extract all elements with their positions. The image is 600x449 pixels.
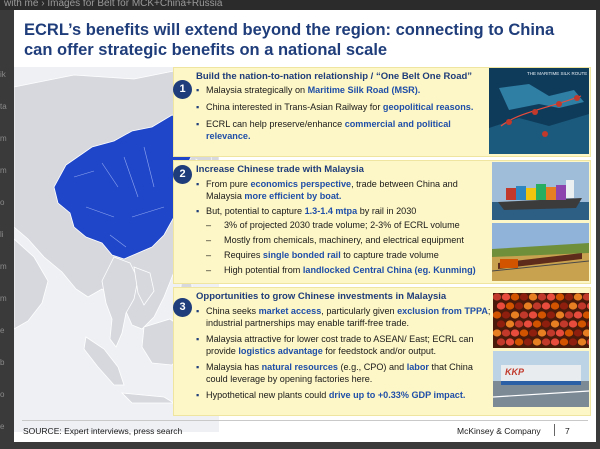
bullet-item: ▪ China interested in Trans-Asian Railway…	[196, 102, 496, 114]
bullet-marker: ▪	[196, 102, 200, 112]
section-number-badge: 2	[173, 165, 192, 184]
cargo-ship-photo	[492, 162, 589, 220]
bullet-text: Malaysia has	[206, 362, 262, 372]
browser-tab-strip: with me › Images for Belt for MCK+China+…	[0, 0, 600, 10]
msr-photo-caption: THE MARITIME SILK ROUTE	[527, 71, 588, 76]
left-edge-fragment: o	[0, 390, 5, 399]
bullet-marker: ▪	[196, 206, 200, 216]
bullet-marker: ▪	[196, 85, 200, 95]
bullet-text: 3% of projected 2030 trade volume; 2-3% …	[224, 220, 460, 230]
page-number: 7	[565, 426, 570, 436]
left-edge-fragment: m	[0, 262, 7, 271]
sub-bullet-item: – 3% of projected 2030 trade volume; 2-3%…	[196, 220, 496, 232]
left-edge-fragment: m	[0, 134, 7, 143]
highlighted-text: landlocked Central China (eg. Kunming)	[302, 265, 476, 275]
source-note: SOURCE: Expert interviews, press search	[23, 426, 183, 436]
section-heading: Build the nation-to-nation relationship …	[196, 71, 473, 82]
highlighted-text: natural resources	[261, 362, 338, 372]
bullet-text: ECRL can help preserve/enhance	[206, 119, 345, 129]
slide: ECRL’s benefits will extend beyond the r…	[14, 10, 596, 442]
left-edge-fragment: e	[0, 326, 5, 335]
bullet-item: ▪ Malaysia has natural resources (e.g., C…	[196, 362, 496, 385]
bullet-text: ; industrial partnerships may enable tar…	[206, 306, 491, 328]
bullet-text: From pure	[206, 179, 251, 189]
bullet-marker: –	[206, 250, 212, 260]
left-edge-fragment: o	[0, 198, 5, 207]
bullet-item: ▪ But, potential to capture 1.3-1.4 mtpa …	[196, 206, 496, 218]
bullet-text: for feedstock and/or output.	[322, 345, 437, 356]
bullet-text: China interested in Trans-Asian Railway …	[206, 102, 383, 112]
bullet-marker: –	[206, 235, 212, 245]
highlighted-text: more efficient by boat.	[244, 190, 342, 201]
left-edge-fragment: ta	[0, 102, 7, 111]
factory-logo: KKP	[505, 367, 525, 377]
bullet-text: High potential from	[224, 265, 303, 275]
bullet-item: ▪ Malaysia strategically on Maritime Silk…	[196, 85, 496, 97]
highlighted-text: Maritime Silk Road (MSR).	[307, 85, 421, 95]
bullet-item: ▪ ECRL can help preserve/enhance commerci…	[196, 119, 496, 142]
highlighted-text: geopolitical reasons.	[382, 102, 474, 112]
bullet-text: Malaysia attractive for lower cost trade…	[206, 334, 474, 356]
footer-separator	[554, 424, 555, 436]
left-edge-fragment: b	[0, 358, 5, 367]
freight-train-photo	[492, 223, 589, 281]
bullet-marker: –	[206, 265, 212, 275]
bullet-marker: ▪	[196, 334, 200, 344]
factory-photo: KKP	[493, 351, 589, 407]
bullet-text: Requires	[224, 250, 263, 260]
sub-bullet-item: – Requires single bonded rail to capture …	[196, 250, 496, 262]
left-edge-fragment: e	[0, 422, 5, 431]
bullet-marker: ▪	[196, 179, 200, 189]
bullet-text: , trade between China and Malaysia	[206, 179, 458, 201]
highlighted-text: drive up to +0.33% GDP impact.	[328, 390, 466, 400]
left-edge-fragment: li	[0, 230, 4, 239]
bullet-item: ▪ Malaysia attractive for lower cost trad…	[196, 334, 496, 357]
bullet-text: (e.g., CPO) and	[337, 362, 407, 372]
bullet-item: ▪ Hypothetical new plants could drive up …	[196, 390, 496, 402]
highlighted-text: logistics advantage	[238, 345, 323, 356]
footer-divider	[22, 420, 588, 421]
sub-bullet-item: – Mostly from chemicals, machinery, and e…	[196, 235, 496, 247]
bullet-text: Hypothetical new plants could	[206, 390, 329, 400]
highlighted-text: single bonded rail	[262, 250, 341, 260]
palm-fruit-photo	[493, 293, 589, 348]
bullet-text: that China could leverage by opening fac…	[206, 362, 473, 384]
left-edge-fragment: m	[0, 294, 7, 303]
bullet-text: Malaysia strategically on	[206, 85, 308, 95]
maritime-silk-route-photo: THE MARITIME SILK ROUTE	[489, 68, 589, 154]
left-edge-fragment: ik	[0, 70, 6, 79]
bullet-text: to capture trade volume	[340, 250, 439, 260]
slide-title: ECRL’s benefits will extend beyond the r…	[24, 21, 555, 59]
bullet-text: But, potential to capture	[206, 206, 305, 216]
bullet-marker: –	[206, 220, 212, 230]
highlighted-text: exclusion from TPPA	[397, 306, 488, 316]
highlighted-text: 1.3-1.4 mtpa	[304, 206, 358, 216]
bullet-text: China seeks	[206, 306, 259, 316]
browser-tab-text: with me › Images for Belt for MCK+China+…	[4, 0, 223, 9]
bullet-marker: ▪	[196, 362, 200, 372]
highlighted-text: market access	[258, 306, 322, 316]
bullet-item: ▪ From pure economics perspective, trade …	[196, 179, 496, 202]
highlighted-text: labor	[406, 362, 429, 372]
section-heading: Opportunities to grow Chinese investment…	[196, 291, 447, 302]
section-heading: Increase Chinese trade with Malaysia	[196, 164, 364, 175]
bullet-text: by rail in 2030	[357, 206, 417, 216]
bullet-item: ▪ China seeks market access, particularly…	[196, 306, 496, 329]
section-number-badge: 1	[173, 80, 192, 99]
bullet-marker: ▪	[196, 119, 200, 129]
bullet-marker: ▪	[196, 390, 200, 400]
bullet-marker: ▪	[196, 306, 200, 316]
asia-map	[14, 67, 219, 432]
highlighted-text: commercial and political relevance.	[206, 119, 451, 141]
highlighted-text: economics perspective	[250, 179, 352, 189]
bullet-text: , particularly given	[321, 306, 398, 316]
bullet-text: Mostly from chemicals, machinery, and el…	[224, 235, 464, 245]
brand-name: McKinsey & Company	[457, 426, 541, 436]
section-number-badge: 3	[173, 298, 192, 317]
sub-bullet-item: – High potential from landlocked Central …	[196, 265, 496, 277]
left-edge-fragment: m	[0, 166, 7, 175]
